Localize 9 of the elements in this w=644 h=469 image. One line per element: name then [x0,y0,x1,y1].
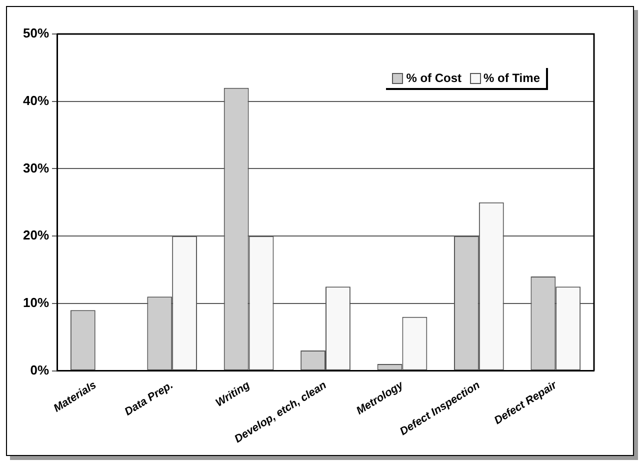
y-tick-label: 20% [22,228,50,243]
y-tick-label: 40% [22,92,50,108]
y-tick-label: 10% [22,294,50,310]
x-tick-label: Data Prep. [122,379,176,418]
legend-label: % of Cost [406,71,462,85]
text: % of Time [484,71,540,85]
y-tick-label: 50% [22,26,50,41]
y-tick-label: 0% [30,362,50,378]
y-tick-label: 30% [22,160,50,176]
